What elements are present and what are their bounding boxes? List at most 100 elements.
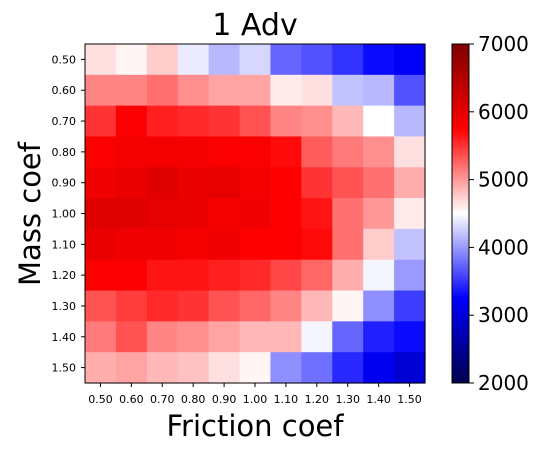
heatmap-cell xyxy=(394,74,426,107)
x-tick-label: 1.00 xyxy=(243,393,268,406)
heatmap-cell xyxy=(239,136,272,168)
heatmap-cell xyxy=(363,352,395,384)
heatmap-cell xyxy=(394,259,426,292)
heatmap-cell xyxy=(177,105,210,138)
heatmap-cell xyxy=(115,105,148,138)
heatmap-cell xyxy=(363,198,395,230)
heatmap-cell xyxy=(115,352,148,384)
heatmap-cell xyxy=(301,228,333,261)
y-tick-label: 1.40 xyxy=(52,331,77,344)
x-tick-label: 0.90 xyxy=(212,393,237,406)
heatmap-cell xyxy=(115,228,148,261)
heatmap-cell xyxy=(394,321,426,353)
heatmap-cell xyxy=(270,167,302,199)
heatmap-cell xyxy=(208,228,241,261)
heatmap-cell xyxy=(363,136,395,168)
heatmap-cell xyxy=(146,167,179,199)
heatmap-cell xyxy=(146,228,179,261)
heatmap-cell xyxy=(146,321,179,353)
heatmap-cell xyxy=(146,105,179,138)
heatmap-cell xyxy=(270,321,302,353)
heatmap-cell xyxy=(146,198,179,230)
x-tick-label: 1.20 xyxy=(305,393,330,406)
y-axis-label: Mass coef xyxy=(13,141,47,286)
heatmap-cell xyxy=(115,290,148,322)
heatmap-cell xyxy=(177,74,210,107)
x-tick-label: 1.50 xyxy=(397,393,422,406)
heatmap-cell xyxy=(239,74,272,107)
y-tick-label: 1.10 xyxy=(52,238,77,251)
y-tick-label: 1.00 xyxy=(52,208,77,221)
heatmap-cell xyxy=(363,228,395,261)
heatmap-cell xyxy=(146,44,179,76)
heatmap-cell xyxy=(85,44,117,76)
y-tick-label: 0.70 xyxy=(52,115,77,128)
heatmap-cell xyxy=(363,167,395,199)
heatmap-cell xyxy=(85,290,117,322)
heatmap-cell xyxy=(332,290,364,322)
heatmap-cell xyxy=(270,136,302,168)
heatmap-cell xyxy=(332,44,364,76)
heatmap-cell xyxy=(332,259,364,292)
heatmap-cell xyxy=(394,105,426,138)
heatmap-cell xyxy=(146,74,179,107)
x-tick-label: 0.60 xyxy=(119,393,144,406)
y-tick-label: 0.60 xyxy=(52,84,77,97)
heatmap-cell xyxy=(239,321,272,353)
chart-title: 1 Adv xyxy=(212,8,297,43)
heatmap-cell xyxy=(270,259,302,292)
heatmap-cell xyxy=(394,44,426,76)
heatmap-cell xyxy=(208,352,241,384)
x-tick-label: 1.40 xyxy=(366,393,391,406)
colorbar-tick-label: 2000 xyxy=(478,371,529,395)
heatmap-cell xyxy=(270,352,302,384)
heatmap-cell xyxy=(239,259,272,292)
heatmap-cell xyxy=(363,259,395,292)
heatmap-cell xyxy=(239,198,272,230)
heatmap-cell xyxy=(85,198,117,230)
heatmap-cell xyxy=(301,259,333,292)
heatmap-cell xyxy=(115,136,148,168)
heatmap-cell xyxy=(332,74,364,107)
heatmap-cell xyxy=(177,167,210,199)
heatmap-cell xyxy=(332,167,364,199)
heatmap-cell xyxy=(177,259,210,292)
heatmap-cell xyxy=(394,352,426,384)
colorbar-tick-label: 7000 xyxy=(478,32,529,56)
heatmap-cell xyxy=(146,136,179,168)
heatmap-cell xyxy=(332,105,364,138)
heatmap-cell xyxy=(115,74,148,107)
heatmap-cell xyxy=(270,44,302,76)
heatmap-cell xyxy=(85,74,117,107)
y-tick-label: 1.30 xyxy=(52,300,77,313)
y-tick-label: 0.50 xyxy=(52,53,77,66)
heatmap-cell xyxy=(115,44,148,76)
heatmap-cell xyxy=(208,259,241,292)
colorbar-tick-label: 4000 xyxy=(478,235,529,259)
heatmap-cell xyxy=(394,198,426,230)
heatmap-cell xyxy=(394,136,426,168)
heatmap-cell xyxy=(270,198,302,230)
heatmap-cell xyxy=(208,105,241,138)
heatmap-cell xyxy=(208,290,241,322)
heatmap-cell xyxy=(301,198,333,230)
heatmap-cell xyxy=(332,321,364,353)
heatmap-cell xyxy=(85,352,117,384)
heatmap-cell xyxy=(85,259,117,292)
heatmap-cell xyxy=(208,44,241,76)
heatmap-cell xyxy=(208,321,241,353)
heatmap-cell xyxy=(115,321,148,353)
x-tick-label: 0.50 xyxy=(88,393,113,406)
heatmap-cell xyxy=(301,167,333,199)
heatmap-cell xyxy=(394,167,426,199)
heatmap-cell xyxy=(85,321,117,353)
heatmap-cell xyxy=(85,228,117,261)
heatmap-cell xyxy=(239,228,272,261)
heatmap-cell xyxy=(394,290,426,322)
heatmap-cell xyxy=(363,44,395,76)
colorbar-tick-label: 6000 xyxy=(478,100,529,124)
heatmap-cell xyxy=(270,228,302,261)
x-tick-label: 1.10 xyxy=(274,393,299,406)
heatmap-cell xyxy=(208,167,241,199)
